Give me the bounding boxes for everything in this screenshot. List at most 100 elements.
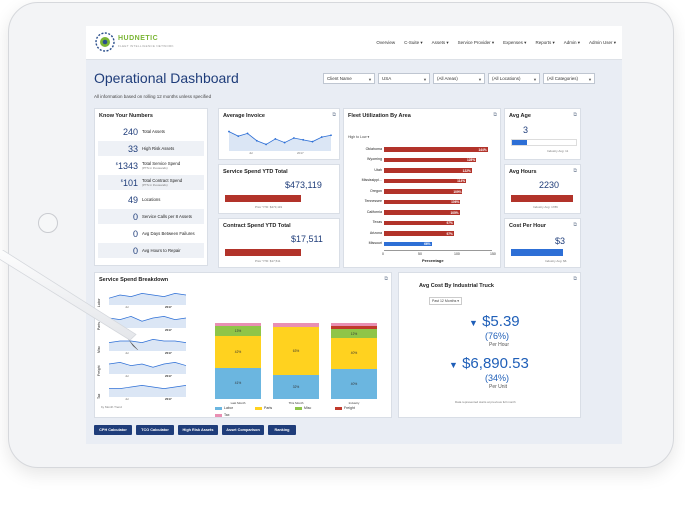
utilization-bar[interactable] bbox=[384, 220, 454, 225]
stack-segment[interactable] bbox=[331, 326, 377, 330]
stack-segment[interactable]: 42% bbox=[215, 335, 261, 368]
spark-year-label: 2017 bbox=[165, 397, 172, 401]
expand-icon[interactable]: ⧉ bbox=[384, 276, 388, 282]
location-filter-value: (All Locations) bbox=[492, 76, 521, 81]
utilization-bar[interactable] bbox=[384, 241, 432, 246]
expand-icon[interactable]: ⧉ bbox=[573, 112, 577, 118]
stack-segment[interactable]: 40% bbox=[331, 338, 377, 369]
spark-x-label: Jul bbox=[125, 305, 129, 309]
hudnetic-logo-icon[interactable] bbox=[94, 31, 116, 53]
segment-value-label: 40% bbox=[350, 351, 358, 356]
nav-admin[interactable]: Admin ▾ bbox=[563, 40, 580, 45]
home-button[interactable] bbox=[38, 213, 58, 233]
invoice-point[interactable] bbox=[255, 139, 258, 142]
stack-segment[interactable]: 40% bbox=[331, 368, 377, 399]
stack-segment[interactable]: 13% bbox=[215, 326, 261, 336]
stack-segment[interactable]: 32% bbox=[273, 374, 319, 399]
utilization-bar[interactable] bbox=[384, 199, 461, 204]
location-filter[interactable]: (All Locations) ▼ bbox=[488, 73, 540, 84]
legend-item[interactable]: Tax bbox=[215, 413, 229, 417]
utilization-bar[interactable] bbox=[384, 210, 460, 215]
client-filter[interactable]: Client Name ▼ bbox=[323, 73, 375, 84]
legend-item[interactable]: Labor bbox=[215, 406, 233, 410]
expand-icon[interactable]: ⧉ bbox=[573, 168, 577, 174]
invoice-point[interactable] bbox=[283, 141, 286, 144]
invoice-point[interactable] bbox=[228, 130, 230, 133]
category-filter-value: (All Categories) bbox=[547, 76, 579, 81]
kpi-value: $1343 bbox=[98, 161, 142, 171]
kpi-label: Locations bbox=[142, 197, 161, 202]
column-label: Last Month bbox=[230, 401, 246, 405]
nav-expenses[interactable]: Expenses ▾ bbox=[503, 40, 527, 45]
legend-item[interactable]: Parts bbox=[255, 406, 272, 410]
x-axis-title: Percentage bbox=[422, 258, 444, 263]
category-filter[interactable]: (All Categories) ▼ bbox=[543, 73, 595, 84]
area-filter[interactable]: (All Areas) ▼ bbox=[433, 73, 485, 84]
stack-segment[interactable]: 12% bbox=[331, 329, 377, 339]
stack-segment[interactable]: 63% bbox=[273, 326, 319, 375]
nav-assets[interactable]: Assets ▾ bbox=[431, 40, 449, 45]
invoice-point[interactable] bbox=[246, 132, 249, 135]
stacked-bar-chart: 41% 42% 13% Last Month 32% 63% This Month 40% 40… bbox=[215, 273, 393, 419]
country-filter-value: USA bbox=[382, 76, 392, 81]
invoice-point[interactable] bbox=[330, 134, 332, 137]
invoice-point[interactable] bbox=[302, 138, 305, 141]
expand-icon[interactable]: ⧉ bbox=[493, 112, 497, 118]
spark-x-label: Jul bbox=[125, 328, 129, 332]
stack-segment[interactable] bbox=[273, 323, 319, 327]
client-filter-value: Client Name bbox=[327, 76, 352, 81]
nav-reports[interactable]: Reports ▾ bbox=[535, 40, 555, 45]
nav-service-provider[interactable]: Service Provider ▾ bbox=[457, 40, 495, 45]
invoice-point[interactable] bbox=[265, 143, 267, 146]
utilization-bar[interactable] bbox=[384, 157, 477, 162]
utilization-bar[interactable] bbox=[384, 168, 472, 173]
chevron-down-icon: ▼ bbox=[478, 77, 482, 82]
segment-value-label: 12% bbox=[350, 331, 358, 336]
expand-icon[interactable]: ⧉ bbox=[573, 222, 577, 228]
legend-item[interactable]: Freight bbox=[335, 406, 355, 410]
high-risk-assets-button[interactable]: High Risk Assets bbox=[178, 425, 218, 435]
utilization-bar[interactable] bbox=[384, 189, 463, 194]
utilization-bar[interactable] bbox=[384, 231, 454, 236]
stack-segment[interactable] bbox=[331, 323, 377, 327]
utilization-bar[interactable] bbox=[384, 147, 488, 152]
tco-calculator-button[interactable]: TCO Calculator bbox=[136, 425, 174, 435]
nav-c-suite[interactable]: C-Suite ▾ bbox=[404, 40, 423, 45]
category-sparkline bbox=[109, 385, 187, 397]
kpi-label: Avg Days Between Failures bbox=[142, 231, 195, 236]
asset-comparison-button[interactable]: Asset Comparison bbox=[222, 425, 264, 435]
invoice-point[interactable] bbox=[320, 136, 323, 138]
ranking-button[interactable]: Ranking bbox=[268, 425, 296, 435]
legend-item[interactable]: Misc bbox=[295, 406, 311, 410]
industry-avg-note: Industry Avg: 1786 bbox=[533, 205, 558, 209]
fleet-utilization-card: Fleet Utilization By Area ⧉ High to Low … bbox=[343, 108, 501, 268]
cost-per-hour-amount: ▼ $5.39 bbox=[469, 313, 520, 330]
nav-user-menu[interactable]: Admin User ▾ bbox=[588, 40, 616, 45]
utilization-bar[interactable] bbox=[384, 178, 467, 183]
x-tick-label: 50 bbox=[418, 252, 422, 256]
stack-segment[interactable] bbox=[215, 323, 261, 327]
sort-dropdown[interactable]: High to Low ▾ bbox=[348, 135, 370, 139]
kpi-row: 33 High Risk Assets bbox=[98, 141, 204, 156]
cph-calculator-button[interactable]: CPH Calculator bbox=[94, 425, 132, 435]
country-filter[interactable]: USA ▼ bbox=[378, 73, 430, 84]
expand-icon[interactable]: ⧉ bbox=[332, 112, 336, 118]
stack-segment[interactable]: 41% bbox=[215, 367, 261, 399]
invoice-area bbox=[229, 131, 331, 151]
invoice-point[interactable] bbox=[293, 137, 295, 139]
category-trend-list: Labor Jul 2017 Parts Jul 2017 Misc Jul 2017 Freig… bbox=[95, 273, 205, 419]
x-axis-line bbox=[384, 250, 492, 251]
x-axis-label: 2017 bbox=[297, 151, 304, 155]
industry-avg-note: Industry Avg: 11 bbox=[547, 149, 569, 153]
invoice-point[interactable] bbox=[311, 140, 314, 143]
page-subtitle: All information based on rolling 12 mont… bbox=[94, 94, 212, 99]
nav-overview[interactable]: Overview bbox=[376, 40, 396, 45]
bar-label: Missouri bbox=[368, 241, 382, 245]
expand-icon[interactable]: ⧉ bbox=[573, 276, 577, 282]
invoice-point[interactable] bbox=[237, 135, 240, 138]
period-dropdown[interactable]: Past 12 Months ▾ bbox=[429, 297, 463, 305]
spark-year-label: 2017 bbox=[165, 328, 172, 332]
invoice-point[interactable] bbox=[274, 138, 277, 140]
spark-x-label: Jul bbox=[125, 374, 129, 378]
card-title: Average Invoice bbox=[223, 113, 265, 119]
